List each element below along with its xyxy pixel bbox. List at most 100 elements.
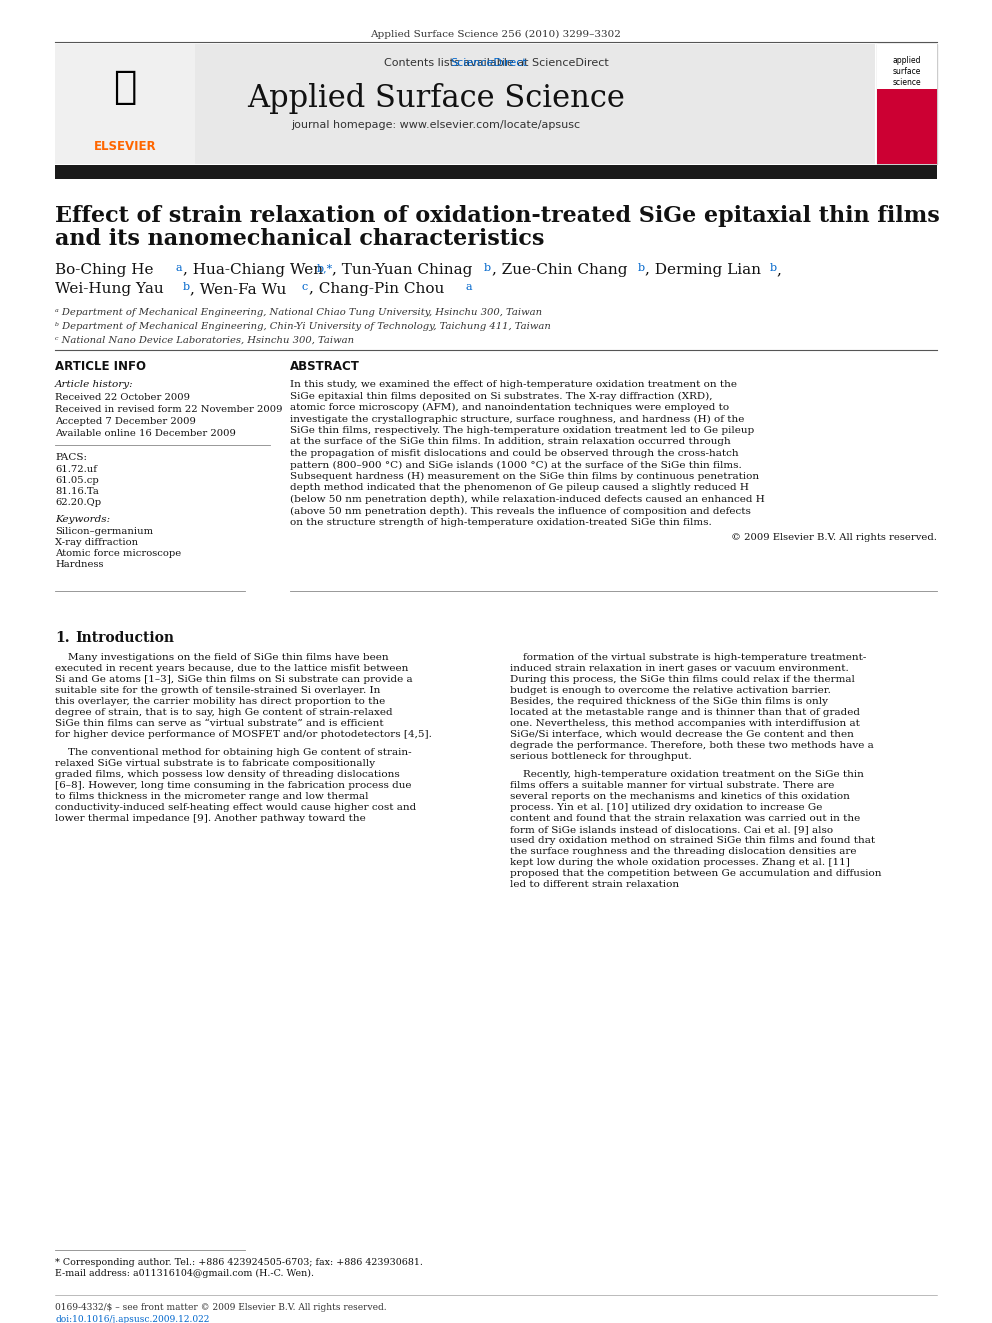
FancyBboxPatch shape [55,165,937,179]
Text: , Wen-Fa Wu: , Wen-Fa Wu [190,282,292,296]
Text: b: b [638,263,645,273]
Text: induced strain relaxation in inert gases or vacuum environment.: induced strain relaxation in inert gases… [510,664,849,673]
Text: relaxed SiGe virtual substrate is to fabricate compositionally: relaxed SiGe virtual substrate is to fab… [55,759,375,767]
Text: for higher device performance of MOSFET and/or photodetectors [4,5].: for higher device performance of MOSFET … [55,730,432,740]
Text: ScienceDirect: ScienceDirect [450,58,527,67]
Text: Applied Surface Science 256 (2010) 3299–3302: Applied Surface Science 256 (2010) 3299–… [371,30,621,40]
Text: 61.05.cp: 61.05.cp [55,476,99,486]
Text: Recently, high-temperature oxidation treatment on the SiGe thin: Recently, high-temperature oxidation tre… [510,770,864,779]
Text: Received in revised form 22 November 2009: Received in revised form 22 November 200… [55,405,283,414]
Text: 🌳: 🌳 [113,67,137,106]
Text: SiGe thin films, respectively. The high-temperature oxidation treatment led to G: SiGe thin films, respectively. The high-… [290,426,754,435]
Text: Available online 16 December 2009: Available online 16 December 2009 [55,429,236,438]
Text: serious bottleneck for throughput.: serious bottleneck for throughput. [510,751,691,761]
Text: 62.20.Qp: 62.20.Qp [55,497,101,507]
Text: kept low during the whole oxidation processes. Zhang et al. [11]: kept low during the whole oxidation proc… [510,859,850,867]
Text: a: a [465,282,471,292]
Text: © 2009 Elsevier B.V. All rights reserved.: © 2009 Elsevier B.V. All rights reserved… [731,533,937,542]
Text: Applied Surface Science: Applied Surface Science [247,83,625,114]
Text: depth method indicated that the phenomenon of Ge pileup caused a slightly reduce: depth method indicated that the phenomen… [290,483,749,492]
FancyBboxPatch shape [877,89,937,130]
Text: the propagation of misfit dislocations and could be observed through the cross-h: the propagation of misfit dislocations a… [290,448,739,458]
Text: , Zue-Chin Chang: , Zue-Chin Chang [492,263,632,277]
Text: 0169-4332/$ – see front matter © 2009 Elsevier B.V. All rights reserved.: 0169-4332/$ – see front matter © 2009 El… [55,1303,387,1312]
Text: conductivity-induced self-heating effect would cause higher cost and: conductivity-induced self-heating effect… [55,803,417,812]
Text: 81.16.Ta: 81.16.Ta [55,487,99,496]
Text: located at the metastable range and is thinner than that of graded: located at the metastable range and is t… [510,708,860,717]
FancyBboxPatch shape [55,44,875,164]
Text: ᵃ Department of Mechanical Engineering, National Chiao Tung University, Hsinchu : ᵃ Department of Mechanical Engineering, … [55,308,542,318]
Text: form of SiGe islands instead of dislocations. Cai et al. [9] also: form of SiGe islands instead of dislocat… [510,826,833,833]
Text: Accepted 7 December 2009: Accepted 7 December 2009 [55,417,195,426]
FancyBboxPatch shape [877,44,937,89]
Text: Wei-Hung Yau: Wei-Hung Yau [55,282,169,296]
Text: * Corresponding author. Tel.: +886 423924505-6703; fax: +886 423930681.: * Corresponding author. Tel.: +886 42392… [55,1258,423,1267]
Text: and its nanomechanical characteristics: and its nanomechanical characteristics [55,228,545,250]
Text: c: c [302,282,309,292]
Text: ᵇ Department of Mechanical Engineering, Chin-Yi University of Technology, Taichu: ᵇ Department of Mechanical Engineering, … [55,321,551,331]
Text: SiGe epitaxial thin films deposited on Si substrates. The X-ray diffraction (XRD: SiGe epitaxial thin films deposited on S… [290,392,712,401]
Text: process. Yin et al. [10] utilized dry oxidation to increase Ge: process. Yin et al. [10] utilized dry ox… [510,803,822,812]
Text: journal homepage: www.elsevier.com/locate/apsusc: journal homepage: www.elsevier.com/locat… [292,120,580,130]
Text: formation of the virtual substrate is high-temperature treatment-: formation of the virtual substrate is hi… [510,654,866,662]
Text: During this process, the SiGe thin films could relax if the thermal: During this process, the SiGe thin films… [510,675,855,684]
Text: Introduction: Introduction [75,631,174,646]
Text: Contents lists available at ScienceDirect: Contents lists available at ScienceDirec… [384,58,608,67]
Text: 61.72.uf: 61.72.uf [55,464,97,474]
Text: ABSTRACT: ABSTRACT [290,360,360,373]
FancyBboxPatch shape [877,130,937,164]
Text: Subsequent hardness (H) measurement on the SiGe thin films by continuous penetra: Subsequent hardness (H) measurement on t… [290,472,759,482]
Text: Besides, the required thickness of the SiGe thin films is only: Besides, the required thickness of the S… [510,697,828,706]
Text: this overlayer, the carrier mobility has direct proportion to the: this overlayer, the carrier mobility has… [55,697,385,706]
Text: E-mail address: a011316104@gmail.com (H.-C. Wen).: E-mail address: a011316104@gmail.com (H.… [55,1269,314,1278]
Text: Hardness: Hardness [55,560,103,569]
Text: (above 50 nm penetration depth). This reveals the influence of composition and d: (above 50 nm penetration depth). This re… [290,507,751,516]
Text: The conventional method for obtaining high Ge content of strain-: The conventional method for obtaining hi… [55,747,412,757]
Text: Si and Ge atoms [1–3], SiGe thin films on Si substrate can provide a: Si and Ge atoms [1–3], SiGe thin films o… [55,675,413,684]
Text: degrade the performance. Therefore, both these two methods have a: degrade the performance. Therefore, both… [510,741,874,750]
Text: ELSEVIER: ELSEVIER [93,140,157,153]
Text: , Hua-Chiang Wen: , Hua-Chiang Wen [183,263,328,277]
Text: Received 22 October 2009: Received 22 October 2009 [55,393,190,402]
Text: used dry oxidation method on strained SiGe thin films and found that: used dry oxidation method on strained Si… [510,836,875,845]
Text: , Tun-Yuan Chinag: , Tun-Yuan Chinag [332,263,477,277]
Text: the surface roughness and the threading dislocation densities are: the surface roughness and the threading … [510,847,856,856]
Text: 1.: 1. [55,631,69,646]
Text: Effect of strain relaxation of oxidation-treated SiGe epitaxial thin films: Effect of strain relaxation of oxidation… [55,205,939,228]
Text: b: b [770,263,777,273]
Text: investigate the crystallographic structure, surface roughness, and hardness (H) : investigate the crystallographic structu… [290,414,744,423]
Text: doi:10.1016/j.apsusc.2009.12.022: doi:10.1016/j.apsusc.2009.12.022 [55,1315,209,1323]
Text: on the structure strength of high-temperature oxidation-treated SiGe thin films.: on the structure strength of high-temper… [290,519,711,527]
Text: Many investigations on the field of SiGe thin films have been: Many investigations on the field of SiGe… [55,654,389,662]
Text: led to different strain relaxation: led to different strain relaxation [510,880,680,889]
Text: , Derming Lian: , Derming Lian [645,263,766,277]
Text: , Chang-Pin Chou: , Chang-Pin Chou [309,282,449,296]
Text: Article history:: Article history: [55,380,134,389]
Text: In this study, we examined the effect of high-temperature oxidation treatment on: In this study, we examined the effect of… [290,380,737,389]
Text: b: b [484,263,491,273]
Text: Keywords:: Keywords: [55,515,110,524]
Text: ARTICLE INFO: ARTICLE INFO [55,360,146,373]
Text: lower thermal impedance [9]. Another pathway toward the: lower thermal impedance [9]. Another pat… [55,814,366,823]
Text: content and found that the strain relaxation was carried out in the: content and found that the strain relaxa… [510,814,860,823]
Text: at the surface of the SiGe thin films. In addition, strain relaxation occurred t: at the surface of the SiGe thin films. I… [290,438,731,446]
Text: SiGe thin films can serve as “virtual substrate” and is efficient: SiGe thin films can serve as “virtual su… [55,718,384,728]
Text: budget is enough to overcome the relative activation barrier.: budget is enough to overcome the relativ… [510,687,831,695]
Text: PACS:: PACS: [55,452,87,462]
Text: applied
surface
science: applied surface science [893,56,922,87]
Text: degree of strain, that is to say, high Ge content of strain-relaxed: degree of strain, that is to say, high G… [55,708,393,717]
Text: X-ray diffraction: X-ray diffraction [55,538,138,546]
Text: pattern (800–900 °C) and SiGe islands (1000 °C) at the surface of the SiGe thin : pattern (800–900 °C) and SiGe islands (1… [290,460,742,470]
Text: one. Nevertheless, this method accompanies with interdiffusion at: one. Nevertheless, this method accompani… [510,718,860,728]
Text: films offers a suitable manner for virtual substrate. There are: films offers a suitable manner for virtu… [510,781,834,790]
Text: [6–8]. However, long time consuming in the fabrication process due: [6–8]. However, long time consuming in t… [55,781,412,790]
Text: Silicon–germanium: Silicon–germanium [55,527,153,536]
FancyBboxPatch shape [877,44,937,164]
Text: a: a [176,263,183,273]
Text: several reports on the mechanisms and kinetics of this oxidation: several reports on the mechanisms and ki… [510,792,850,800]
Text: suitable site for the growth of tensile-strained Si overlayer. In: suitable site for the growth of tensile-… [55,687,380,695]
Text: atomic force microscopy (AFM), and nanoindentation techniques were employed to: atomic force microscopy (AFM), and nanoi… [290,404,729,413]
Text: Bo-Ching He: Bo-Ching He [55,263,159,277]
Text: ,: , [776,263,781,277]
Text: ᶜ National Nano Device Laboratories, Hsinchu 300, Taiwan: ᶜ National Nano Device Laboratories, Hsi… [55,336,354,345]
